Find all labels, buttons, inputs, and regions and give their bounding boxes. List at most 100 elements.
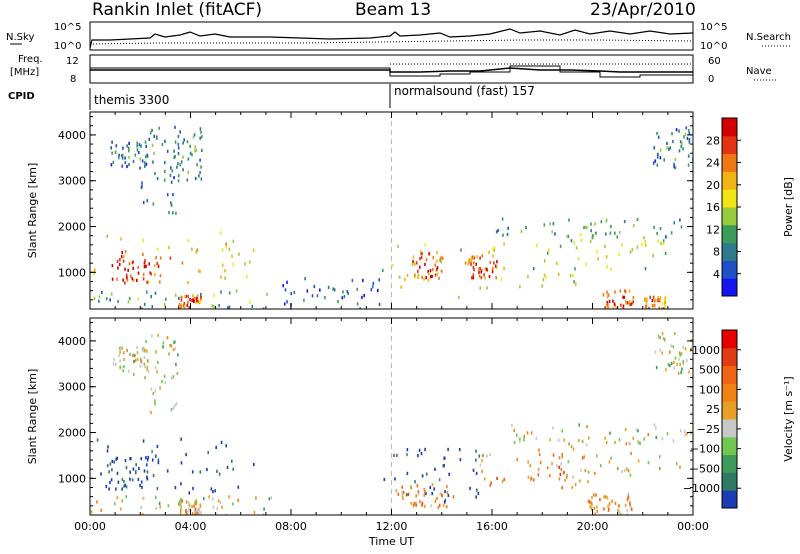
echo-region	[652, 126, 693, 170]
echo-region	[110, 140, 148, 170]
colorbar-swatch	[722, 490, 737, 509]
echo-region	[511, 423, 692, 445]
x-tick-label: 08:00	[275, 520, 307, 533]
nave-trace	[90, 65, 693, 78]
cpid-segment-1: themis 3300	[94, 93, 169, 107]
colorbar-swatch	[722, 171, 737, 190]
y-tick-label: 1000	[58, 472, 86, 485]
colorbar-tick-label: 25	[706, 403, 720, 416]
colorbar-swatch	[722, 347, 737, 367]
echo-region	[382, 242, 578, 299]
echo-region	[178, 294, 202, 309]
nsky-trace	[89, 28, 694, 49]
colorbar-swatch	[722, 224, 737, 244]
colorbar-swatch	[722, 401, 737, 420]
x-tick-label: 16:00	[476, 520, 508, 533]
colorbar-swatch	[722, 207, 737, 226]
colorbar-tick-label: 16	[706, 201, 720, 214]
freq-label: Freq.	[18, 54, 43, 65]
echo-region	[479, 452, 589, 490]
y-axis-label: Slant Range [km]	[26, 369, 39, 465]
noise-tick-bottom: 10^0	[54, 41, 81, 52]
data-cells	[90, 331, 693, 515]
colorbar-tick-label: 28	[706, 134, 720, 147]
station-title: Rankin Inlet (fitACF)	[92, 0, 263, 20]
echo-region	[537, 438, 681, 477]
y-tick-label: 4000	[58, 335, 86, 348]
x-tick-label: 04:00	[175, 520, 207, 533]
colorbar-tick-label: −100	[690, 443, 720, 456]
y-tick-label: 3000	[58, 381, 86, 394]
colorbar-label: Velocity [m s⁻¹]	[782, 376, 795, 461]
echo-region	[411, 250, 443, 280]
y-tick-label: 1000	[58, 266, 86, 279]
nave-label: Nave	[746, 66, 772, 77]
echo-region	[643, 295, 667, 309]
echo-region	[602, 289, 635, 309]
x-axis-label: Time UT	[368, 535, 414, 548]
echo-region	[532, 231, 693, 271]
colorbar-tick-label: 20	[706, 179, 720, 192]
colorbar-tick-label: 1000	[692, 344, 720, 357]
colorbar-tick-label: 8	[713, 246, 720, 259]
colorbar-swatch	[722, 118, 737, 137]
echo-region	[112, 345, 150, 377]
colorbar-swatch	[722, 454, 737, 473]
nsky-label: N.Sky	[6, 32, 34, 43]
data-cells	[90, 125, 693, 309]
x-tick-label: 12:00	[376, 520, 408, 533]
beam-title: Beam 13	[355, 0, 432, 20]
colorbar-tick-label: −500	[690, 462, 720, 475]
y-axis-label: Slant Range [km]	[26, 163, 39, 259]
echo-region	[395, 483, 455, 509]
freq-tick-bottom: 8	[70, 74, 76, 85]
colorbar-swatch	[722, 383, 737, 402]
x-tick-label: 00:00	[677, 520, 709, 533]
echo-region	[143, 333, 179, 415]
noise-tick-bottom-right: 10^0	[700, 41, 727, 52]
cpid-label: CPID	[8, 91, 35, 102]
colorbar-tick-label: −1000	[683, 482, 720, 495]
colorbar-label: Power [dB]	[782, 177, 795, 237]
colorbar-frame	[721, 329, 738, 509]
y-tick-label: 3000	[58, 175, 86, 188]
echo-region	[383, 447, 481, 504]
colorbar-tick-label: 12	[706, 223, 720, 236]
echo-region	[282, 277, 381, 309]
colorbar: 1000 500 100 25 −25 −100 −500 −1000 Velocity [m …	[683, 329, 795, 509]
echo-region	[93, 231, 255, 285]
echo-region	[495, 217, 683, 239]
power-panel: 1000 2000 3000 4000 Slant Range [km] 4 8 12 16 20…	[26, 111, 795, 310]
freq-trace	[90, 67, 693, 73]
noise-tick-top: 10^5	[54, 22, 81, 33]
colorbar-swatch	[722, 278, 737, 297]
freq-tick-top: 12	[66, 56, 79, 67]
colorbar-swatch	[722, 419, 737, 438]
y-tick-label: 2000	[58, 427, 86, 440]
colorbar-swatch	[722, 135, 737, 155]
date-title: 23/Apr/2010	[590, 0, 696, 20]
panel-frames	[89, 21, 694, 110]
colorbar-tick-label: 500	[699, 364, 720, 377]
colorbar-tick-label: −25	[697, 423, 720, 436]
echo-region	[467, 254, 498, 280]
colorbar: 4 8 12 16 20 24 28 Power [dB]	[706, 117, 795, 297]
echo-region	[105, 455, 160, 491]
nsearch-label: N.Search	[746, 32, 791, 43]
nave-tick-top: 60	[708, 56, 721, 67]
x-tick-label: 00:00	[74, 520, 106, 533]
colorbar-swatch	[722, 242, 737, 261]
echo-region	[654, 331, 693, 375]
colorbar-tick-label: 4	[713, 268, 720, 281]
colorbar-swatch	[722, 436, 737, 456]
x-tick-label: 20:00	[577, 520, 609, 533]
colorbar-tick-label: 100	[699, 383, 720, 396]
colorbar-swatch	[722, 472, 737, 491]
colorbar-swatch	[722, 189, 737, 208]
velocity-panel: 1000 2000 3000 4000 00:00 04:00 08:00 12:00 16:0…	[26, 317, 795, 548]
nsearch-trace	[89, 39, 694, 45]
cpid-segment-2: normalsound (fast) 157	[394, 84, 535, 98]
echo-region	[170, 125, 203, 184]
freq-unit-label: [MHz]	[10, 67, 39, 78]
